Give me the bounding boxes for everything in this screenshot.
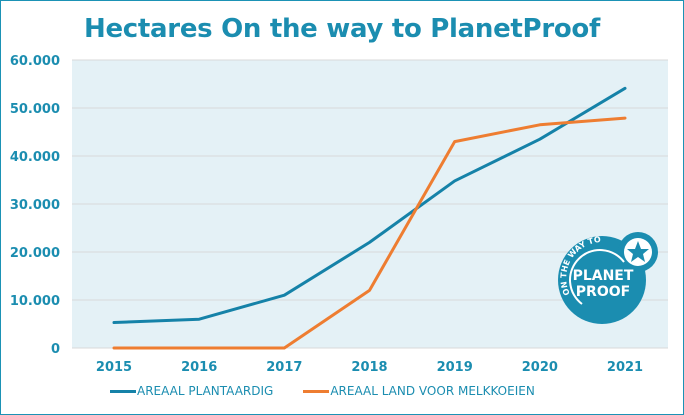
chart-title: Hectares On the way to PlanetProof	[84, 14, 600, 44]
x-tick-label: 2021	[607, 360, 643, 375]
x-tick-label: 2015	[96, 360, 132, 375]
y-tick-label: 40.000	[10, 150, 60, 165]
legend-label-plantaardig: AREAAL PLANTAARDIG	[137, 384, 274, 398]
logo-text-proof: PROOF	[576, 284, 630, 300]
legend-swatch-plantaardig	[110, 389, 136, 393]
y-tick-label: 20.000	[10, 246, 60, 261]
y-axis-ticks: 0 10.000 20.000 30.000 40.000 50.000 60.000	[10, 54, 60, 357]
y-tick-label: 50.000	[10, 102, 60, 117]
logo-arc	[569, 249, 625, 305]
legend-item-plantaardig: AREAAL PLANTAARDIG	[110, 384, 273, 398]
y-tick-label: 0	[51, 342, 60, 357]
star-icon	[627, 241, 649, 262]
legend-label-melkkoeien: AREAAL LAND VOOR MELKKOEIEN	[330, 384, 535, 398]
planetproof-logo: ON THE WAY TO PLANET PROOF	[558, 232, 658, 324]
chart-legend: AREAAL PLANTAARDIG AREAAL LAND VOOR MELK…	[110, 384, 565, 398]
legend-swatch-melkkoeien	[303, 389, 330, 393]
x-tick-label: 2017	[266, 360, 302, 375]
x-axis-ticks: 2015 2016 2017 2018 2019 2020 2021	[96, 360, 643, 375]
series-lines	[112, 86, 627, 350]
x-tick-label: 2016	[181, 360, 217, 375]
x-tick-label: 2019	[437, 360, 473, 375]
x-tick-label: 2020	[522, 360, 558, 375]
y-tick-label: 30.000	[10, 198, 60, 213]
legend-item-melkkoeien: AREAAL LAND VOOR MELKKOEIEN	[303, 384, 535, 398]
y-tick-label: 60.000	[10, 54, 60, 69]
x-tick-label: 2018	[351, 360, 387, 375]
logo-text-planet: PLANET	[573, 268, 634, 284]
y-tick-label: 10.000	[10, 294, 60, 309]
